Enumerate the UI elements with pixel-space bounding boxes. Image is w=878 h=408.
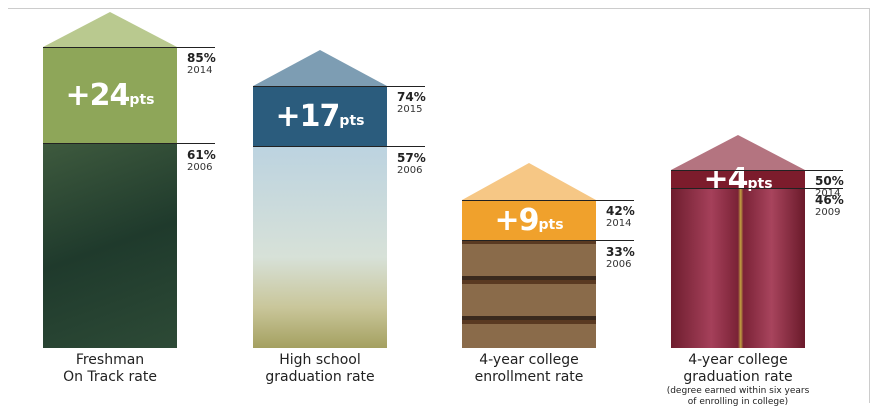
change-value: +24 <box>65 77 131 113</box>
label-line: 4-year college <box>479 352 579 368</box>
rule <box>43 47 215 48</box>
rule <box>253 146 425 147</box>
label-line: 4-year college <box>688 352 788 368</box>
rule <box>253 86 425 87</box>
change-value: +17 <box>275 98 341 134</box>
top-year: 2014 <box>815 188 841 199</box>
top-year: 2014 <box>187 65 213 76</box>
arrow-head <box>253 50 387 86</box>
rule <box>462 200 634 201</box>
rule <box>671 188 843 189</box>
photo <box>671 188 805 348</box>
change-box: +9 pts <box>462 200 596 240</box>
label-note: (degree earned within six years <box>666 386 810 396</box>
top-value: 42% <box>606 204 635 218</box>
top-year: 2014 <box>606 218 632 229</box>
change-value: +4 <box>703 161 748 197</box>
bottom-value: 57% <box>397 151 426 165</box>
arrow-head <box>43 12 177 47</box>
bottom-year: 2009 <box>815 207 841 218</box>
arrow-head <box>462 163 596 200</box>
column-label: Freshman On Track rate <box>13 352 207 386</box>
rule <box>671 170 843 171</box>
photo <box>43 143 177 348</box>
bottom-year: 2006 <box>606 259 632 270</box>
label-line: graduation rate <box>265 369 375 385</box>
column-label: 4-year college graduation rate (degree ear… <box>641 352 835 408</box>
top-year: 2015 <box>397 104 423 115</box>
top-value: 50% <box>815 174 844 188</box>
bottom-year: 2006 <box>397 165 423 176</box>
top-value: 74% <box>397 90 426 104</box>
bottom-year: 2006 <box>187 162 213 173</box>
change-value: +9 <box>494 202 539 238</box>
change-unit: pts <box>538 217 564 233</box>
label-line: Freshman <box>75 352 145 368</box>
change-box: +24 pts <box>43 47 177 143</box>
bottom-value: 46% <box>815 193 844 207</box>
bottom-value: 33% <box>606 245 635 259</box>
change-box: +4 pts <box>671 162 805 197</box>
column-label: High school graduation rate <box>223 352 417 386</box>
frame <box>8 8 870 403</box>
photo <box>462 240 596 348</box>
top-value: 85% <box>187 51 216 65</box>
change-box: +17 pts <box>253 86 387 146</box>
label-line: High school <box>279 352 361 368</box>
photo <box>253 146 387 348</box>
column-label: 4-year college enrollment rate <box>432 352 626 386</box>
rule <box>43 143 215 144</box>
change-unit: pts <box>747 176 773 192</box>
rule <box>462 240 634 241</box>
arrow-head <box>671 135 805 170</box>
label-note: of enrolling in college) <box>687 397 789 407</box>
change-unit: pts <box>129 92 155 108</box>
bottom-value: 61% <box>187 148 216 162</box>
change-unit: pts <box>339 113 365 129</box>
label-line: graduation rate <box>683 369 793 385</box>
label-line: enrollment rate <box>474 369 584 385</box>
label-line: On Track rate <box>63 369 157 385</box>
